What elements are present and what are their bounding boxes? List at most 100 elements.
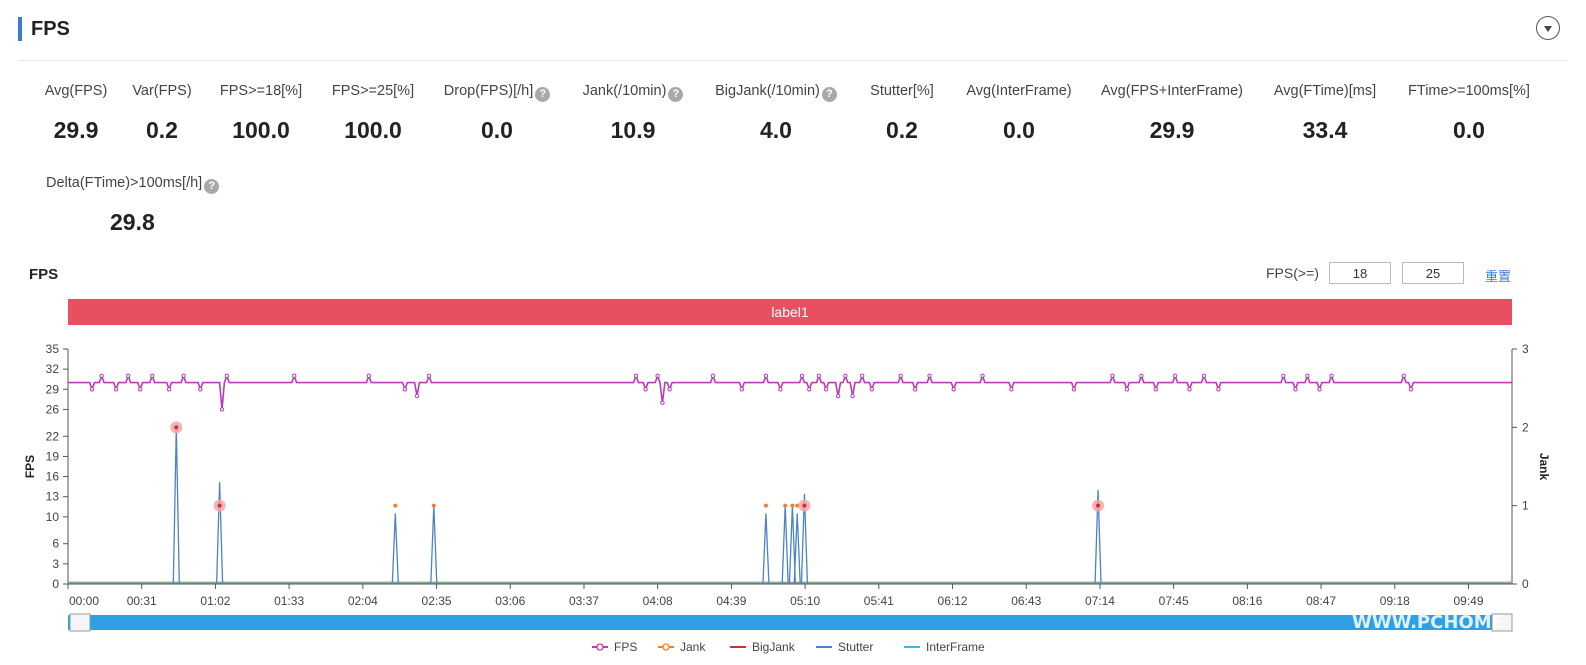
metric-label: FPS>=18[%]	[151, 81, 371, 101]
metric-label: Jank(/10min)?	[523, 81, 743, 102]
x-tick-label: 08:47	[1306, 594, 1336, 608]
metric-6: BigJank(/10min)? 4.0	[666, 81, 886, 144]
y-tick-label-left: 3	[52, 557, 59, 571]
stutter-spike	[800, 493, 809, 585]
help-icon[interactable]: ?	[821, 87, 837, 102]
stutter-spike	[391, 513, 399, 585]
fps-threshold-high-input[interactable]	[1402, 262, 1464, 284]
stutter-spike	[793, 513, 801, 585]
y-tick-label-left: 35	[46, 342, 60, 356]
jank-point	[795, 503, 800, 508]
stutter-spike	[781, 505, 789, 585]
metric-value: 29.8	[110, 209, 155, 235]
stutter-spike	[430, 505, 438, 585]
help-icon[interactable]: ?	[204, 179, 220, 194]
metric-value: 4.0	[760, 117, 792, 143]
metric-label: Stutter[%]	[792, 81, 1012, 101]
metric-value: 33.4	[1302, 117, 1348, 143]
stutter-spike	[172, 427, 180, 585]
fps-point	[224, 373, 230, 379]
fps-point	[113, 387, 119, 392]
legend-label: FPS	[614, 640, 637, 654]
metric-value: 0.0	[1003, 117, 1035, 143]
range-slider-bar	[68, 615, 1512, 630]
x-tick-label: 06:12	[938, 594, 968, 608]
x-tick-label: 03:37	[569, 594, 599, 608]
fps-threshold-label: FPS(>=)	[1266, 265, 1319, 281]
x-tick-label: 09:49	[1453, 594, 1483, 608]
metric-label: Drop(FPS)[/h]?	[387, 81, 607, 102]
y-tick-label-left: 16	[46, 470, 60, 484]
fps-point	[1216, 387, 1221, 392]
metric-label-text: Delta(FTime)>100ms[/h]	[46, 175, 203, 191]
fps-point	[1201, 373, 1207, 379]
fps-point	[1124, 387, 1130, 392]
metric-label: Delta(FTime)>100ms[/h]?	[46, 173, 220, 194]
metric-11: FTime>=100ms[%] 0.0	[1359, 81, 1579, 144]
jank-point	[802, 503, 807, 508]
metric-value: 100.0	[344, 117, 402, 143]
metric-0: Avg(FPS) 29.9	[0, 81, 186, 144]
fps-point	[660, 400, 665, 405]
fps-point	[1305, 373, 1310, 379]
collapse-dropdown-icon[interactable]	[1536, 16, 1560, 40]
legend-label: Jank	[680, 640, 706, 654]
fps-point	[739, 387, 745, 392]
metric-2: FPS>=18[%] 100.0	[151, 81, 371, 144]
y-tick-label-left: 19	[46, 449, 60, 463]
metric-label-text: Avg(FTime)[ms]	[1273, 83, 1377, 99]
x-tick-label: 00:31	[127, 594, 157, 608]
x-tick-label: 08:16	[1232, 594, 1262, 608]
section-accent-bar	[18, 17, 22, 41]
y-tick-label-right: 1	[1522, 499, 1529, 513]
x-tick-label: 03:06	[495, 594, 525, 608]
chart-title: FPS	[29, 266, 59, 283]
metric-label: Avg(InterFrame)	[909, 81, 1129, 101]
metric-label-text: Stutter[%]	[870, 83, 934, 99]
fps-point	[898, 373, 903, 379]
metric-label-text: Var(FPS)	[132, 83, 192, 99]
label-band: label1	[68, 299, 1512, 325]
help-icon[interactable]: ?	[668, 87, 684, 102]
jank-point	[431, 503, 436, 508]
section-header: FPS	[18, 14, 1568, 61]
metric-1: Var(FPS) 0.2	[52, 81, 272, 144]
x-tick-label: 04:08	[643, 594, 673, 608]
fps-point	[1408, 387, 1414, 392]
fps-point	[1317, 387, 1322, 392]
metric-label: Avg(FTime)[ms]	[1215, 81, 1435, 101]
y-tick-label-right: 2	[1522, 420, 1529, 434]
metric-label: Avg(FPS+InterFrame)	[1062, 81, 1282, 101]
stutter-spike	[215, 482, 224, 585]
metric-label-text: Jank(/10min)	[582, 83, 667, 99]
metric-5: Jank(/10min)? 10.9	[523, 81, 743, 144]
fps-point	[89, 387, 95, 392]
fps-point	[710, 373, 716, 379]
fps-point	[138, 387, 143, 392]
y-tick-label-left: 32	[46, 362, 60, 376]
help-icon[interactable]: ?	[535, 87, 551, 102]
fps-line	[68, 373, 1512, 410]
metric-value: 0.2	[146, 117, 178, 143]
fps-point	[366, 373, 372, 379]
fps-point	[150, 373, 155, 379]
y-tick-label-left: 22	[46, 429, 60, 443]
legend-label: BigJank	[752, 640, 796, 654]
metric-label-text: Avg(InterFrame)	[966, 83, 1072, 99]
metric-label: BigJank(/10min)?	[666, 81, 886, 102]
stutter-spike	[762, 513, 770, 585]
x-tick-label: 01:33	[274, 594, 304, 608]
jank-point	[790, 503, 795, 508]
fps-point	[860, 373, 865, 379]
fps-threshold-low-input[interactable]	[1329, 262, 1391, 284]
reset-button[interactable]: 重置	[1485, 269, 1512, 284]
metric-value: 29.9	[53, 117, 99, 143]
fps-point	[927, 373, 932, 379]
fps-point	[799, 373, 805, 379]
legend-label: Stutter	[838, 640, 873, 654]
x-tick-label: 02:04	[348, 594, 378, 608]
fps-point	[181, 373, 186, 379]
fps-point	[125, 373, 131, 379]
metric-8: Avg(InterFrame) 0.0	[909, 81, 1129, 144]
y-tick-label-left: 13	[46, 490, 60, 504]
